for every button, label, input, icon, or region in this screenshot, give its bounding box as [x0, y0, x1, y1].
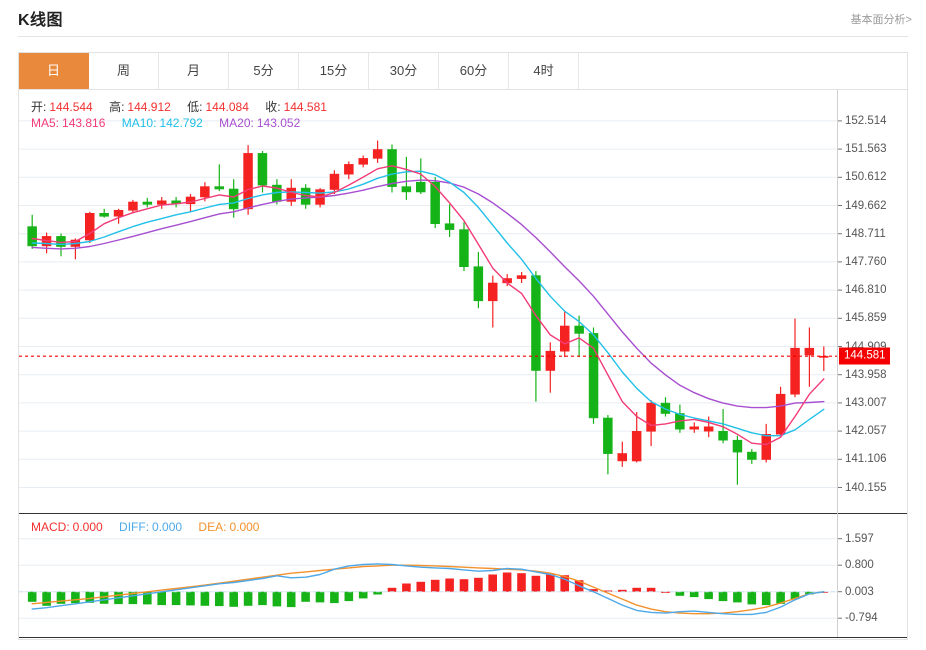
price-tick-10: 143.007 [845, 396, 887, 409]
price-tick-6: 146.810 [845, 284, 887, 297]
price-tick-0: 152.514 [845, 114, 887, 127]
price-tick-9: 143.958 [845, 368, 887, 381]
macd-panel[interactable] [19, 514, 907, 638]
open-value: 144.544 [49, 100, 93, 114]
chart-frame: 开: 144.544 高: 144.912 低: 144.084 收: 144.581 … [18, 90, 908, 640]
low-value: 144.084 [205, 100, 249, 114]
macd-bottom-border [19, 637, 907, 638]
tab-3[interactable]: 5分 [229, 53, 299, 89]
macd-label: MACD: [31, 520, 70, 534]
panel-divider [19, 513, 907, 514]
tab-1[interactable]: 周 [89, 53, 159, 89]
price-tick-5: 147.760 [845, 255, 887, 268]
price-tick-2: 150.612 [845, 171, 887, 184]
macd-tick-2: 0.003 [845, 585, 874, 598]
ma-legend: MA5: 143.816 MA10: 142.792 MA20: 143.052 [31, 116, 313, 130]
price-tick-1: 151.563 [845, 143, 887, 156]
page-title: K线图 [18, 12, 64, 29]
open-label: 开: [31, 100, 47, 114]
high-value: 144.912 [127, 100, 171, 114]
macd-tick-1: 0.800 [845, 559, 874, 572]
low-label: 低: [187, 100, 203, 114]
macd-tick-0: 1.597 [845, 532, 874, 545]
high-label: 高: [109, 100, 125, 114]
dea-label: DEA: [198, 520, 227, 534]
ma5-label: MA5: [31, 116, 60, 130]
price-tick-12: 141.106 [845, 453, 887, 466]
ma20-label: MA20: [219, 116, 254, 130]
tabbar-spacer [579, 53, 907, 89]
macd-value: 0.000 [72, 520, 103, 534]
price-tick-7: 145.859 [845, 312, 887, 325]
header-divider [18, 36, 908, 37]
tab-7[interactable]: 4时 [509, 53, 579, 89]
price-tick-13: 140.155 [845, 481, 887, 494]
ma10-value: 142.792 [159, 116, 203, 130]
ma5-value: 143.816 [62, 116, 106, 130]
price-tick-3: 149.662 [845, 199, 887, 212]
tab-5[interactable]: 30分 [369, 53, 439, 89]
tab-4[interactable]: 15分 [299, 53, 369, 89]
close-label: 收: [265, 100, 281, 114]
fundamental-analysis-link[interactable]: 基本面分析> [850, 14, 912, 26]
close-value: 144.581 [283, 100, 327, 114]
dea-value: 0.000 [229, 520, 260, 534]
timeframe-tabbar: 日周月 5分 15分 30分 60分 4时 [18, 52, 908, 90]
page-header: K线图 基本面分析> [0, 0, 926, 37]
price-panel[interactable] [19, 90, 907, 513]
tab-0[interactable]: 日 [19, 53, 89, 89]
diff-value: 0.000 [152, 520, 183, 534]
price-tick-4: 148.711 [845, 227, 886, 240]
price-tick-11: 142.057 [845, 425, 887, 438]
current-price-badge: 144.581 [839, 347, 890, 365]
tab-6[interactable]: 60分 [439, 53, 509, 89]
tab-2[interactable]: 月 [159, 53, 229, 89]
diff-label: DIFF: [119, 520, 150, 534]
ma10-label: MA10: [121, 116, 157, 130]
ohlc-legend: 开: 144.544 高: 144.912 低: 144.084 收: 144.581 [31, 98, 340, 115]
macd-legend: MACD: 0.000 DIFF: 0.000 DEA: 0.000 [31, 520, 272, 534]
macd-tick-3: -0.794 [845, 612, 878, 625]
ma20-value: 143.052 [256, 116, 301, 130]
y-axis-separator [837, 90, 838, 637]
